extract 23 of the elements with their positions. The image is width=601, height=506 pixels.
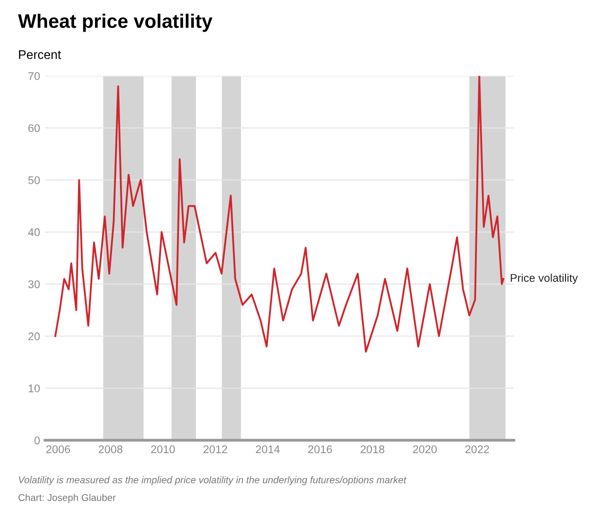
x-tick-label: 2022 — [465, 445, 489, 454]
y-tick-label: 10 — [28, 384, 40, 392]
text: Volatility is measured as the implied price volatility in the underlying futures/options market — [18, 476, 407, 486]
x-tick-label: 2006 — [46, 445, 70, 454]
y-axis-title: Percent — [19, 50, 62, 60]
x-tick-label: 2014 — [256, 445, 280, 454]
series-label: Price volatility — [510, 274, 578, 284]
y-tick-label: 40 — [28, 228, 40, 236]
y-tick-label: 30 — [28, 280, 40, 288]
y-tick-label: 20 — [28, 332, 40, 340]
x-tick-label: 2012 — [204, 445, 228, 454]
x-tick-label: 2010 — [151, 445, 175, 454]
line-series — [54, 76, 504, 353]
y-tick-label: 0 — [34, 436, 40, 444]
y-tick-label: 70 — [28, 72, 40, 80]
chart-title: Wheat price volatility — [18, 14, 212, 32]
x-tick-label: 2008 — [98, 445, 122, 454]
x-tick-label: 2018 — [360, 445, 384, 454]
x-tick-label: 2020 — [413, 445, 437, 454]
x-tick-label: 2016 — [308, 445, 332, 454]
text: Chart: Joseph Glauber — [18, 494, 116, 503]
y-tick-label: 60 — [28, 124, 40, 132]
y-tick-label: 50 — [28, 176, 40, 184]
